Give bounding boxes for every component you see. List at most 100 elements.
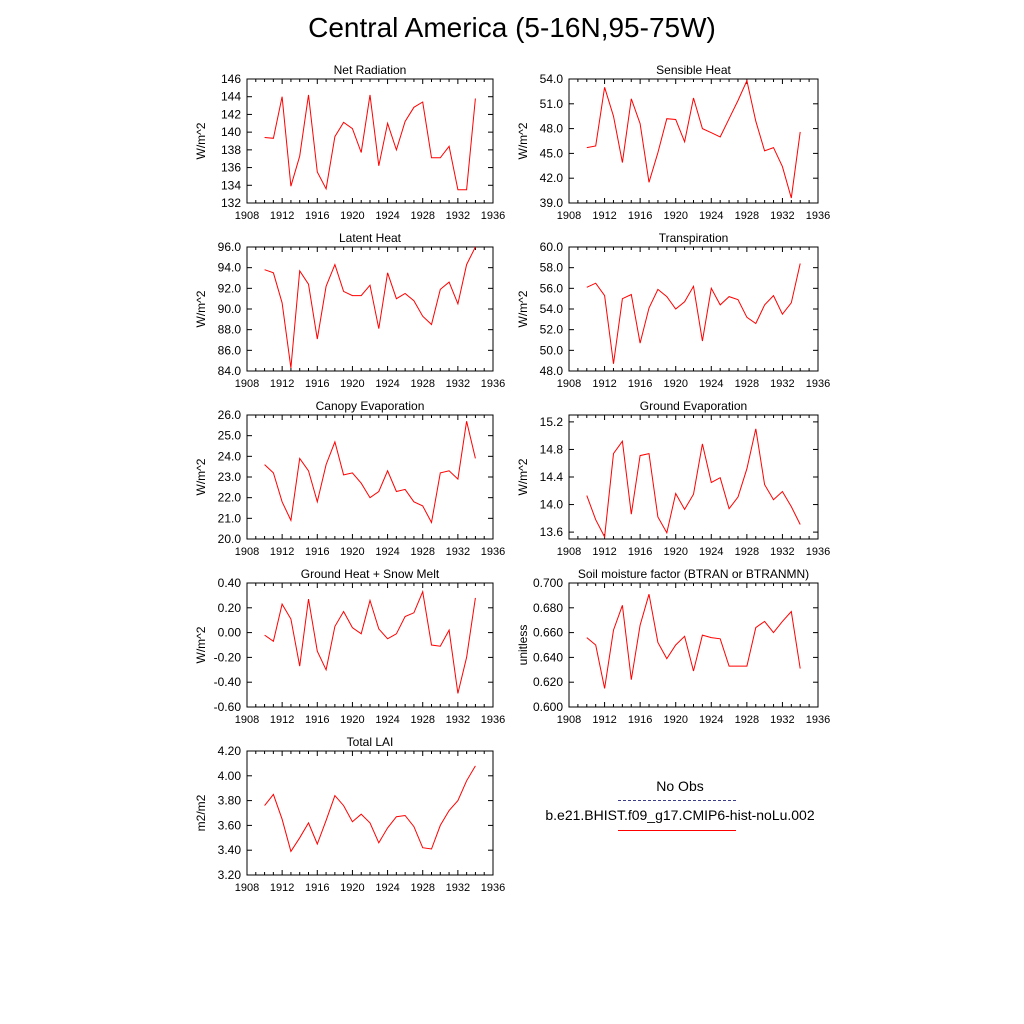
data-point [640, 455, 641, 456]
legend-label-simulation: b.e21.BHIST.f09_g17.CMIP6-hist-noLu.002 [545, 807, 815, 823]
x-tick-label: 1912 [270, 714, 294, 726]
y-tick-label: 4.00 [218, 769, 242, 783]
y-tick-label: 42.0 [540, 171, 564, 185]
data-point [693, 670, 694, 671]
x-tick-label: 1908 [235, 714, 259, 726]
data-point [648, 594, 649, 595]
data-point [466, 421, 467, 422]
y-tick-label: 138 [221, 143, 241, 157]
data-point [369, 94, 370, 95]
data-point [440, 646, 441, 647]
data-point [282, 501, 283, 502]
data-point [343, 474, 344, 475]
x-tick-label: 1924 [375, 210, 399, 222]
x-tick-label: 1924 [699, 378, 723, 390]
data-point [299, 837, 300, 838]
data-point [613, 453, 614, 454]
data-point [764, 150, 765, 151]
x-tick-label: 1920 [340, 714, 364, 726]
data-point [702, 443, 703, 444]
data-point [613, 630, 614, 631]
chart-panel-2: Sensible Heat W/m^2 1908 1912 1916 1920 1924 19… [516, 63, 830, 222]
x-tick-label: 1936 [806, 378, 830, 390]
data-point [640, 343, 641, 344]
chart-panel-1: Net Radiation W/m^2 1908 1912 1916 1920 1924 19… [194, 63, 505, 222]
data-point [693, 286, 694, 287]
data-point [622, 298, 623, 299]
y-tick-label: 134 [221, 178, 241, 192]
data-point [755, 323, 756, 324]
series-line [264, 765, 476, 853]
y-tick-label: 60.0 [540, 240, 564, 254]
y-tick-label: 20.0 [218, 532, 242, 546]
x-tick-label: 1936 [481, 546, 505, 558]
chart-panel-7: Ground Heat + Snow Melt W/m^2 1908 1912 1916… [194, 567, 505, 726]
data-point [586, 287, 587, 288]
data-point [317, 338, 318, 339]
data-point [475, 458, 476, 459]
chart-panel-6: Ground Evaporation W/m^2 1908 1912 1916 1920 1… [516, 399, 830, 558]
data-point [369, 600, 370, 601]
data-point [631, 294, 632, 295]
data-point [308, 822, 309, 823]
y-tick-label: 14.8 [540, 442, 564, 456]
x-tick-label: 1908 [557, 378, 581, 390]
y-tick-label: 88.0 [218, 323, 242, 337]
x-tick-label: 1928 [735, 714, 759, 726]
data-point [622, 162, 623, 163]
y-tick-label: 54.0 [540, 302, 564, 316]
data-point [378, 165, 379, 166]
x-tick-label: 1908 [235, 210, 259, 222]
x-tick-label: 1932 [446, 378, 470, 390]
data-point [431, 324, 432, 325]
x-tick-label: 1912 [270, 882, 294, 894]
panel-title: Sensible Heat [656, 63, 731, 77]
data-point [466, 780, 467, 781]
x-tick-label: 1916 [628, 210, 652, 222]
data-point [720, 304, 721, 305]
data-point [746, 468, 747, 469]
y-tick-label: 48.0 [540, 122, 564, 136]
y-axis-label: W/m^2 [516, 122, 530, 159]
x-tick-label: 1936 [806, 210, 830, 222]
data-point [604, 87, 605, 88]
data-point [325, 464, 326, 465]
y-axis-label: W/m^2 [194, 122, 208, 159]
data-point [457, 189, 458, 190]
x-tick-label: 1928 [410, 882, 434, 894]
data-point [675, 493, 676, 494]
y-tick-label: 56.0 [540, 281, 564, 295]
legend-line-no-obs [618, 800, 736, 801]
y-axis-label: unitless [516, 625, 530, 666]
x-tick-label: 1920 [663, 546, 687, 558]
data-point [440, 289, 441, 290]
data-point [737, 100, 738, 101]
data-point [475, 246, 476, 247]
data-point [378, 842, 379, 843]
data-point [290, 520, 291, 521]
data-point [675, 119, 676, 120]
x-tick-label: 1912 [592, 714, 616, 726]
x-tick-label: 1924 [375, 378, 399, 390]
y-tick-label: 92.0 [218, 281, 242, 295]
data-point [595, 145, 596, 146]
data-point [334, 136, 335, 137]
data-point [764, 304, 765, 305]
series-line [264, 589, 476, 694]
data-point [317, 171, 318, 172]
data-point [755, 121, 756, 122]
panel-title: Transpiration [659, 231, 729, 245]
x-tick-label: 1924 [699, 210, 723, 222]
data-point [604, 536, 605, 537]
data-point [755, 428, 756, 429]
x-tick-label: 1908 [557, 210, 581, 222]
data-point [475, 98, 476, 99]
series-line [586, 79, 801, 199]
data-point [334, 795, 335, 796]
data-point [299, 270, 300, 271]
data-point [457, 303, 458, 304]
x-tick-label: 1924 [375, 546, 399, 558]
data-point [720, 136, 721, 137]
x-tick-label: 1912 [270, 210, 294, 222]
y-tick-label: 0.660 [533, 626, 563, 640]
